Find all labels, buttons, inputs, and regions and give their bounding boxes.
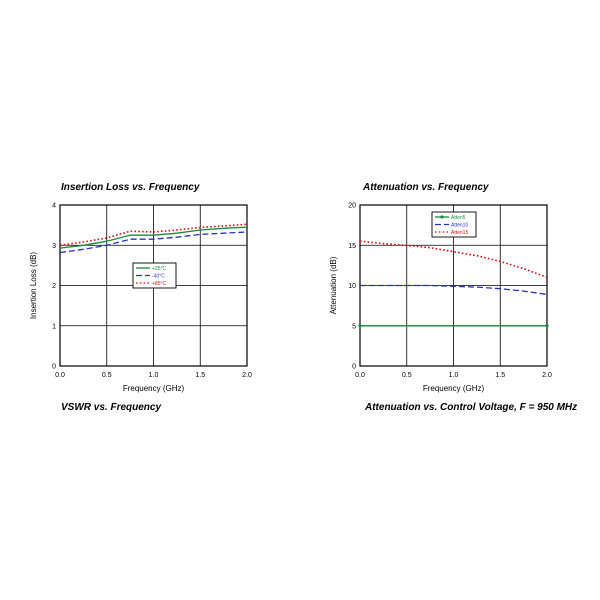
chart1-y-tick-label: 4 bbox=[52, 203, 56, 210]
chart2-series-marker bbox=[545, 324, 549, 328]
chart2-y-axis-label: Attenuation (dB) bbox=[329, 256, 338, 314]
chart2-legend-label: Atten10 bbox=[451, 223, 468, 229]
chart1-x-tick-label: 1.0 bbox=[149, 372, 159, 379]
attenuation-frequency-title: Attenuation vs. Frequency bbox=[363, 182, 489, 193]
chart1-y-axis-label: Insertion Loss (dB) bbox=[29, 252, 38, 319]
chart2-legend-box bbox=[431, 211, 477, 238]
chart1-series-40c-line bbox=[59, 231, 248, 254]
chart2-x-tick-label: 0.0 bbox=[355, 372, 365, 379]
chart2-legend-label: Atten15 bbox=[451, 230, 468, 236]
chart1-series-85c-line bbox=[59, 223, 248, 247]
chart2-y-tick-label: 15 bbox=[348, 243, 356, 250]
attenuation-voltage-title: Attenuation vs. Control Voltage, F = 950… bbox=[365, 402, 578, 413]
chart2-legend-label: Atten5 bbox=[451, 215, 466, 221]
chart2-x-axis-label: Frequency (GHz) bbox=[423, 384, 485, 393]
chart2-legend-marker bbox=[440, 215, 444, 219]
chart1-legend-label: +25°C bbox=[152, 266, 166, 272]
chart1-x-tick-label: 0.5 bbox=[102, 372, 112, 379]
chart1-plot-frame bbox=[59, 204, 248, 367]
vswr-title: VSWR vs. Frequency bbox=[61, 402, 162, 413]
chart2-x-tick-label: 0.5 bbox=[402, 372, 412, 379]
chart2-x-tick-label: 2.0 bbox=[542, 372, 552, 379]
chart2-y-tick-label: 10 bbox=[348, 283, 356, 290]
chart2-series-atten10-line bbox=[360, 284, 548, 296]
chart1-series-25c-line bbox=[59, 226, 248, 249]
chart1-legend-label: -40°C bbox=[152, 274, 165, 280]
chart1-y-tick-label: 2 bbox=[52, 283, 56, 290]
chart1-x-axis-label: Frequency (GHz) bbox=[123, 384, 185, 393]
chart2-series-atten15-line bbox=[359, 240, 548, 279]
chart2-y-tick-label: 20 bbox=[348, 203, 356, 210]
chart1-x-tick-label: 2.0 bbox=[242, 372, 252, 379]
chart1-x-tick-label: 0.0 bbox=[55, 372, 65, 379]
chart1-y-tick-label: 1 bbox=[52, 323, 56, 330]
chart2-x-tick-label: 1.0 bbox=[449, 372, 459, 379]
chart2-x-tick-label: 1.5 bbox=[495, 372, 505, 379]
chart2-y-tick-label: 0 bbox=[352, 364, 356, 371]
insertion-loss-title: Insertion Loss vs. Frequency bbox=[61, 182, 200, 193]
chart1-y-tick-label: 3 bbox=[52, 243, 56, 250]
chart1-legend-label: +85°C bbox=[152, 281, 166, 287]
chart1-y-tick-label: 0 bbox=[52, 364, 56, 371]
chart1-x-tick-label: 1.5 bbox=[195, 372, 205, 379]
chart2-y-tick-label: 5 bbox=[352, 323, 356, 330]
chart2-series-marker bbox=[358, 324, 362, 328]
